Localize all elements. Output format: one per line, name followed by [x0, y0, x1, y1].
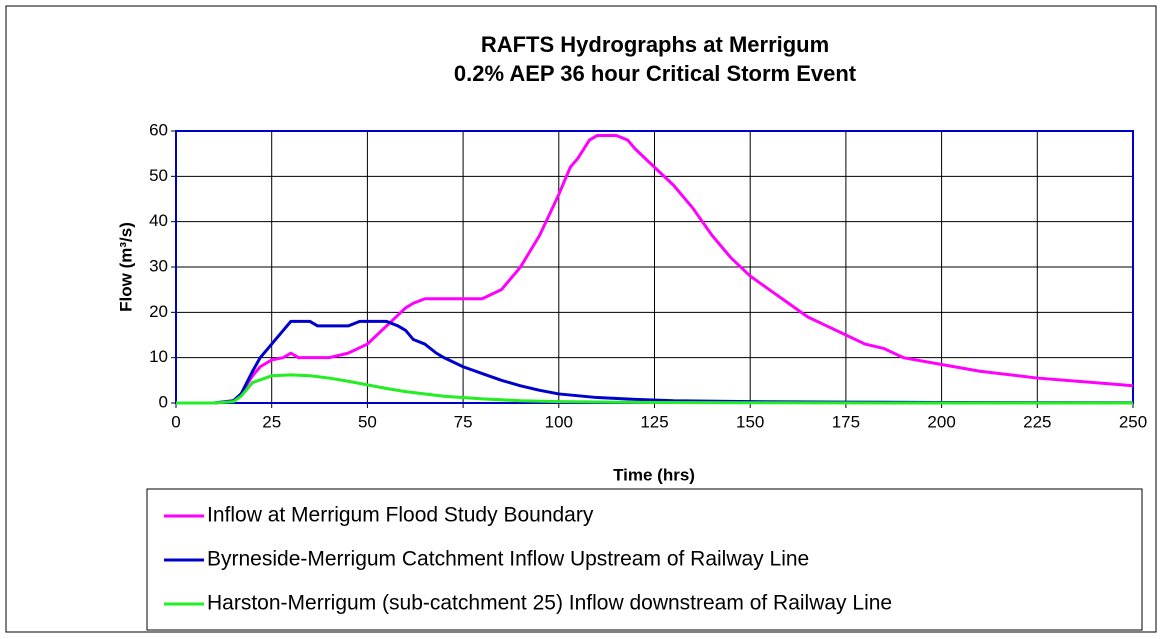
series-line	[176, 134, 1134, 405]
legend-label: Byrneside-Merrigum Catchment Inflow Upst…	[207, 548, 809, 571]
y-tick-label: 0	[159, 392, 168, 411]
x-tick-label: 0	[171, 412, 180, 431]
y-tick-label: 20	[149, 302, 168, 321]
x-tick-label: 75	[454, 412, 473, 431]
x-axis-title: Time (hrs)	[613, 465, 695, 484]
y-tick-label: 10	[149, 347, 168, 366]
x-tick-label: 50	[358, 412, 377, 431]
x-tick-label: 100	[545, 412, 573, 431]
x-tick-label: 200	[927, 412, 955, 431]
y-tick-label: 50	[149, 166, 168, 185]
legend-label: Harston-Merrigum (sub-catchment 25) Infl…	[207, 592, 892, 615]
x-tick-label: 125	[640, 412, 668, 431]
series-line	[176, 373, 1133, 405]
legend-label: Inflow at Merrigum Flood Study Boundary	[207, 504, 594, 527]
y-tick-label: 30	[149, 256, 168, 275]
series-line	[176, 319, 1134, 405]
y-axis-title: Flow (m³/s)	[116, 222, 135, 312]
x-tick-label: 225	[1023, 412, 1051, 431]
x-tick-label: 250	[1119, 412, 1147, 431]
x-tick-label: 150	[736, 412, 764, 431]
y-tick-label: 60	[149, 120, 168, 139]
chart-title: RAFTS Hydrographs at Merrigum	[481, 32, 829, 57]
chart-subtitle: 0.2% AEP 36 hour Critical Storm Event	[454, 61, 857, 86]
x-tick-label: 175	[832, 412, 860, 431]
legend-box	[146, 488, 1143, 631]
x-tick-label: 25	[262, 412, 281, 431]
y-tick-label: 40	[149, 211, 168, 230]
